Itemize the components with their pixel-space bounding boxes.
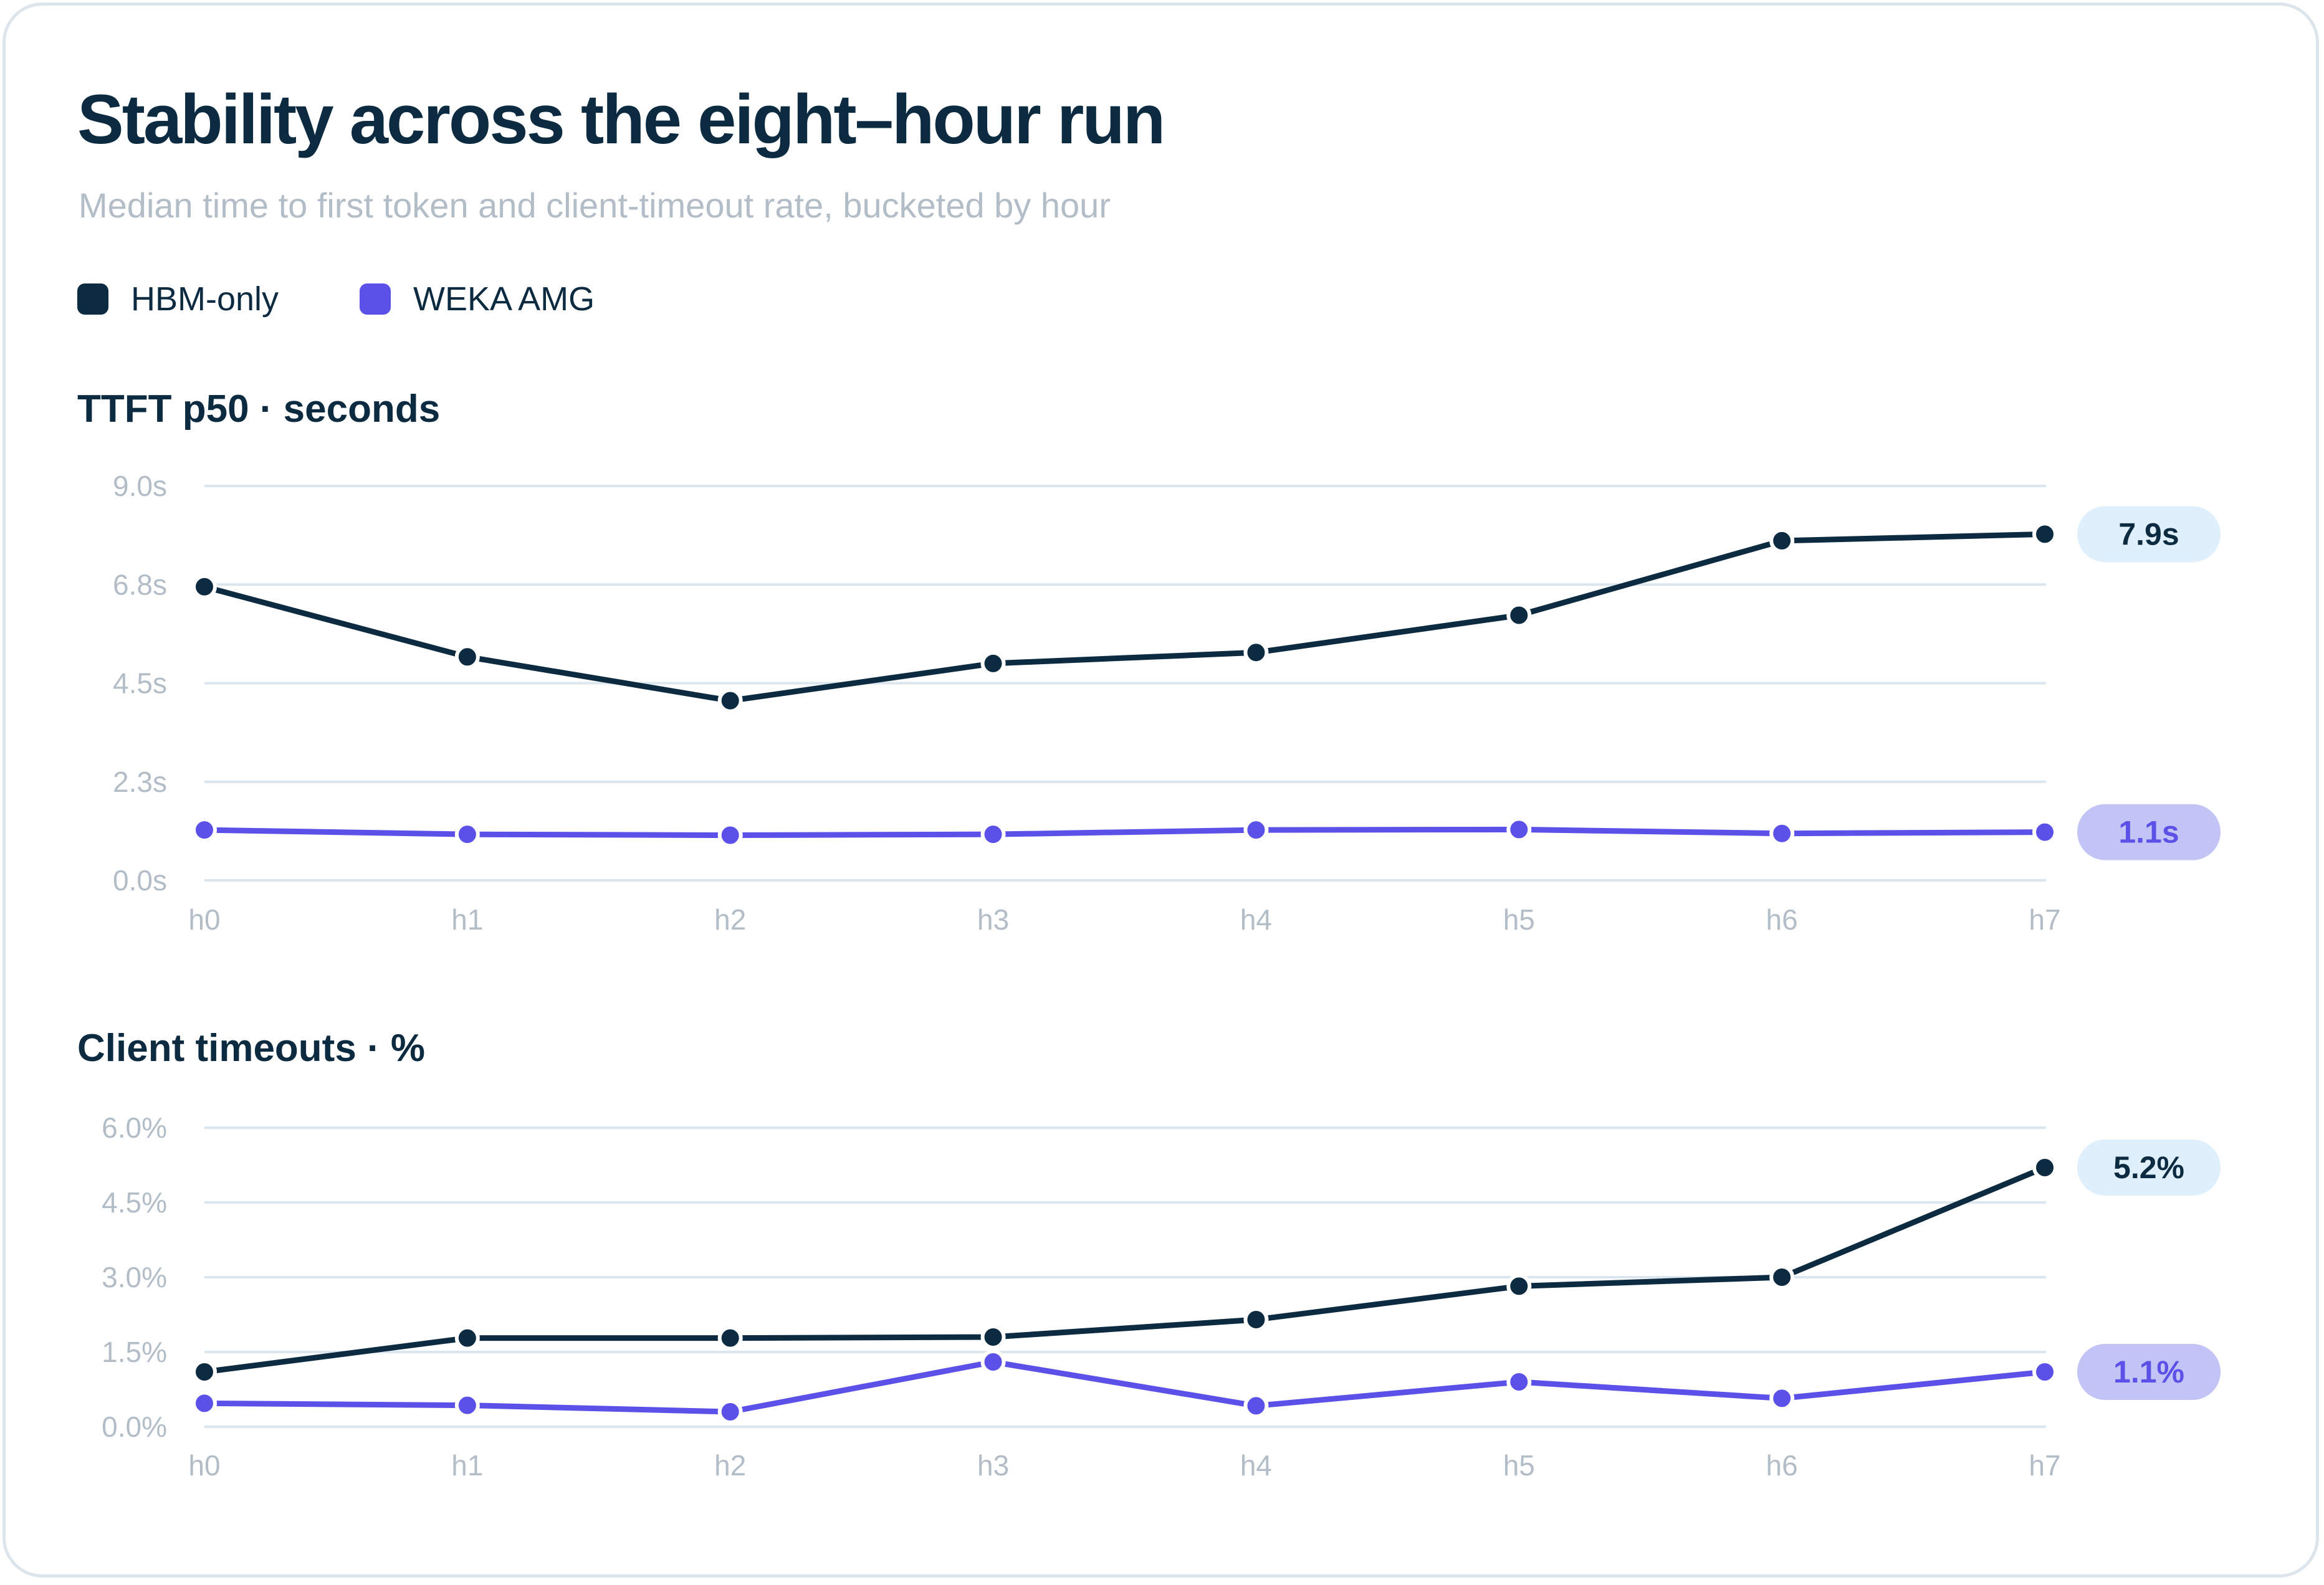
timeouts-hbm-point — [980, 1325, 1006, 1349]
ttft-weka-line — [201, 826, 2048, 839]
ttft-hbm-point — [2032, 521, 2057, 547]
ttft-hbm-point — [1506, 602, 1532, 628]
ttft-x-tick-label: h6 — [1766, 903, 1798, 936]
timeouts-x-tick-label: h7 — [2029, 1449, 2060, 1482]
timeouts-y-tick-label: 1.5% — [102, 1336, 167, 1368]
ttft-x-tick-label: h4 — [1240, 903, 1272, 936]
chart-subtitle: Median time to first token and client-ti… — [79, 186, 1111, 225]
ttft-y-tick-label: 2.3s — [113, 766, 167, 798]
ttft-panel-title: TTFT p50 · seconds — [77, 388, 441, 431]
legend-label-hbm: HBM-only — [131, 280, 279, 318]
timeouts-hbm-point — [1243, 1307, 1269, 1332]
timeouts-y-tick-label: 3.0% — [102, 1261, 167, 1293]
legend-item-hbm: HBM-only — [77, 280, 279, 318]
chart-title: Stability across the eight–hour run — [77, 80, 1165, 158]
timeouts-hbm-point — [2032, 1155, 2057, 1180]
ttft-hbm-point — [454, 644, 480, 670]
ttft-y-tick-label: 4.5s — [113, 667, 167, 700]
timeouts-weka-point — [2032, 1359, 2057, 1384]
ttft-x-tick-label: h3 — [977, 903, 1009, 936]
timeouts-hbm-point — [1506, 1273, 1532, 1299]
ttft-hbm-end-badge — [2077, 506, 2221, 563]
ttft-hbm-point — [1769, 528, 1795, 553]
timeouts-weka-point — [717, 1399, 743, 1424]
timeouts-hbm-point — [717, 1325, 743, 1351]
ttft-x-tick-label: h2 — [714, 903, 746, 936]
timeouts-x-tick-label: h4 — [1240, 1449, 1272, 1482]
ttft-hbm-point — [980, 650, 1006, 676]
timeouts-y-tick-label: 6.0% — [102, 1111, 167, 1144]
timeouts-y-tick-label: 4.5% — [102, 1186, 167, 1219]
ttft-hbm-point — [1243, 640, 1269, 665]
ttft-weka-end-label: 1.1s — [2118, 815, 2179, 850]
ttft-y-tick-label: 9.0s — [113, 470, 167, 502]
ttft-weka-point — [1506, 817, 1532, 842]
ttft-weka-point — [2032, 819, 2057, 845]
timeouts-hbm-end-label: 5.2% — [2113, 1150, 2184, 1185]
timeouts-x-tick-label: h3 — [977, 1449, 1009, 1482]
timeouts-weka-point — [192, 1391, 217, 1416]
ttft-y-tick-label: 6.8s — [113, 568, 167, 601]
ttft-weka-point — [980, 822, 1006, 847]
ttft-weka-point — [717, 822, 743, 848]
ttft-weka-point — [1769, 821, 1795, 846]
timeouts-y-tick-label: 0.0% — [102, 1411, 167, 1443]
timeouts-panel-title: Client timeouts · % — [77, 1027, 426, 1070]
timeouts-weka-point — [1769, 1386, 1795, 1411]
timeouts-weka-point — [454, 1392, 480, 1418]
timeouts-weka-line — [201, 1359, 2048, 1415]
ttft-x-tick-label: h5 — [1503, 903, 1535, 936]
timeouts-weka-point — [1506, 1369, 1532, 1394]
timeouts-x-tick-label: h0 — [188, 1449, 220, 1482]
legend-label-weka: WEKA AMG — [413, 280, 595, 318]
ttft-hbm-point — [192, 574, 217, 599]
legend-item-weka: WEKA AMG — [360, 280, 595, 318]
ttft-weka-point — [454, 822, 480, 847]
timeouts-weka-end-badge — [2077, 1344, 2221, 1400]
timeouts-weka-end-label: 1.1% — [2113, 1354, 2184, 1389]
timeouts-hbm-point — [454, 1325, 480, 1351]
timeouts-hbm-point — [1769, 1265, 1795, 1290]
timeouts-weka-point — [980, 1349, 1006, 1374]
timeouts-hbm-point — [192, 1359, 217, 1384]
ttft-x-tick-label: h7 — [2029, 903, 2060, 936]
timeouts-x-tick-label: h5 — [1503, 1449, 1535, 1482]
timeouts-weka-point — [1243, 1393, 1269, 1419]
timeouts-x-tick-label: h6 — [1766, 1449, 1798, 1482]
legend-swatch-hbm — [77, 283, 108, 315]
timeouts-x-tick-label: h2 — [714, 1449, 746, 1482]
ttft-hbm-end-label: 7.9s — [2118, 516, 2179, 551]
timeouts-x-tick-label: h1 — [451, 1449, 483, 1482]
ttft-weka-end-badge — [2077, 804, 2221, 860]
ttft-x-tick-label: h0 — [188, 903, 220, 936]
ttft-weka-point — [1243, 817, 1269, 843]
legend: HBM-only WEKA AMG — [77, 280, 676, 318]
timeouts-hbm-line — [201, 1164, 2048, 1375]
timeouts-hbm-end-badge — [2077, 1140, 2221, 1196]
ttft-hbm-point — [717, 688, 743, 713]
ttft-x-tick-label: h1 — [451, 903, 483, 936]
ttft-weka-point — [192, 817, 217, 843]
legend-swatch-weka — [360, 283, 391, 315]
ttft-hbm-line — [201, 531, 2048, 704]
ttft-y-tick-label: 0.0s — [113, 864, 167, 897]
